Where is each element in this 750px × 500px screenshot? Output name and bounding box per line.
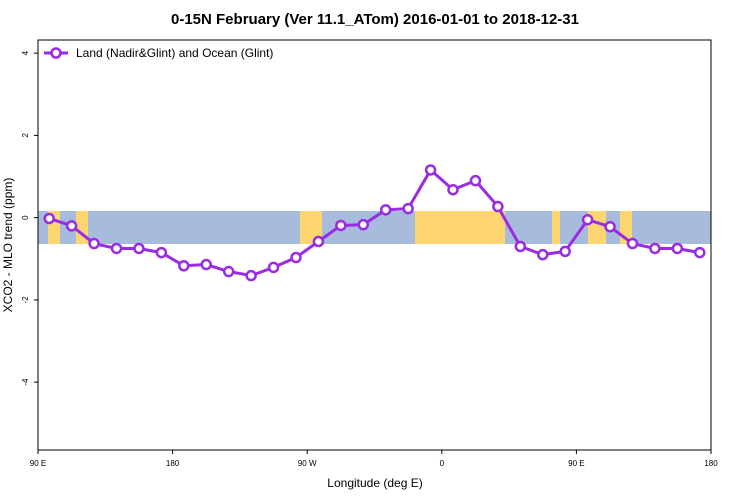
y-tick-label: 0 xyxy=(21,215,30,220)
data-point xyxy=(379,204,392,216)
x-tick-label: 90 W xyxy=(298,459,317,468)
data-point xyxy=(581,213,594,226)
data-point xyxy=(110,242,123,255)
data-point xyxy=(447,183,459,196)
data-point xyxy=(694,246,706,259)
x-tick-label: 180 xyxy=(166,459,180,468)
data-point xyxy=(65,220,78,232)
data-point xyxy=(312,235,325,248)
x-tick-label: 0 xyxy=(440,459,445,468)
data-point xyxy=(335,219,347,232)
y-tick-label: -2 xyxy=(21,296,30,304)
x-axis-label: Longitude (deg E) xyxy=(327,476,422,490)
data-point xyxy=(604,220,616,233)
chart-title: 0-15N February (Ver 11.1_ATom) 2016-01-0… xyxy=(171,11,579,28)
x-tick-label: 90 E xyxy=(568,459,584,468)
x-tick-label: 90 E xyxy=(30,459,46,468)
land xyxy=(415,211,505,244)
data-point xyxy=(671,242,684,255)
data-point xyxy=(537,248,549,261)
data-point xyxy=(514,240,527,253)
data-point xyxy=(178,260,190,272)
data-point xyxy=(402,202,414,215)
plot-frame xyxy=(37,39,712,451)
data-point xyxy=(200,258,212,271)
y-axis-label: XCO2 - MLO trend (ppm) xyxy=(1,178,15,313)
land xyxy=(300,211,322,244)
y-tick-label: -4 xyxy=(21,378,30,386)
data-point xyxy=(626,237,639,250)
data-point xyxy=(88,237,100,250)
data-point xyxy=(649,242,661,255)
data-point xyxy=(357,218,370,231)
land xyxy=(552,211,560,244)
data-point xyxy=(559,245,571,258)
data-point xyxy=(424,164,437,176)
data-point xyxy=(267,261,280,274)
y-tick-label: 4 xyxy=(21,50,30,55)
data-point xyxy=(492,200,504,213)
x-tick-label: 180 xyxy=(704,459,718,468)
data-point xyxy=(155,246,168,259)
y-tick-label: 2 xyxy=(21,133,30,138)
data-point xyxy=(245,269,257,282)
data-point xyxy=(133,242,145,255)
data-point xyxy=(43,212,55,225)
data-point xyxy=(222,265,235,278)
legend-marker xyxy=(50,47,62,59)
data-point xyxy=(469,174,482,187)
legend-label: Land (Nadir&Glint) and Ocean (Glint) xyxy=(76,46,273,60)
data-point xyxy=(290,251,302,264)
